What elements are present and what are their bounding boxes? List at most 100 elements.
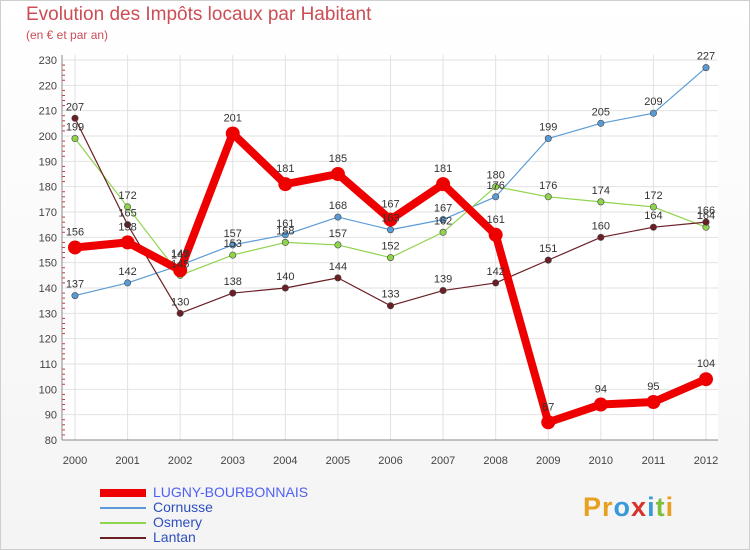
data-point: [649, 223, 657, 231]
data-point: [68, 240, 82, 255]
data-point: [544, 256, 552, 264]
x-tick-label: 2005: [326, 455, 350, 467]
legend-label: Cornusse: [153, 499, 213, 515]
data-label: 166: [697, 205, 715, 217]
legend-label: Osmery: [153, 514, 202, 530]
data-label: 167: [381, 199, 399, 211]
logo-letter: i: [665, 492, 675, 522]
logo-letter: P: [583, 492, 603, 522]
data-point: [439, 216, 447, 224]
legend-swatch: [100, 489, 146, 497]
data-label: 162: [434, 215, 452, 227]
data-label: 144: [329, 261, 347, 273]
legend-label: Lantan: [153, 529, 196, 545]
data-point: [281, 238, 289, 246]
y-tick-label: 190: [39, 156, 57, 168]
data-point: [386, 254, 394, 262]
data-label: 185: [329, 153, 347, 165]
y-tick-label: 100: [39, 384, 57, 396]
grid: [62, 55, 718, 441]
legend-swatch: [100, 507, 146, 509]
data-label: 205: [592, 106, 610, 118]
series-layer: [68, 64, 713, 430]
data-label: 207: [66, 101, 84, 113]
x-tick-label: 2002: [168, 455, 192, 467]
data-label: 209: [644, 96, 662, 108]
data-label: 201: [224, 112, 242, 124]
chart-subtitle: (en € et par an): [26, 28, 109, 42]
logo-letter: r: [602, 492, 614, 522]
data-label: 87: [542, 401, 554, 413]
data-point: [436, 177, 451, 192]
data-label: 172: [118, 190, 136, 202]
data-point: [173, 263, 188, 278]
data-label: 139: [434, 274, 452, 286]
data-label: 158: [118, 221, 136, 233]
data-point: [597, 119, 605, 127]
data-point: [120, 235, 135, 250]
data-label: 165: [118, 208, 136, 220]
data-label: 145: [171, 258, 189, 270]
y-tick-label: 230: [39, 55, 57, 67]
data-label: 160: [592, 220, 610, 232]
x-tick-label: 2008: [483, 455, 507, 467]
data-point: [699, 372, 713, 387]
x-tick-label: 2009: [536, 455, 560, 467]
data-point: [646, 395, 661, 409]
data-label: 181: [276, 163, 294, 175]
data-point: [383, 212, 398, 227]
data-point: [492, 183, 500, 191]
data-point: [124, 279, 132, 287]
data-point: [702, 64, 710, 72]
x-tick-label: 2012: [694, 455, 718, 467]
data-point: [597, 198, 605, 206]
y-tick-label: 80: [45, 435, 57, 447]
x-tick-label: 2004: [273, 455, 297, 467]
data-point: [439, 287, 447, 295]
data-label: 172: [644, 190, 662, 202]
data-point: [278, 177, 293, 192]
data-label: 133: [381, 289, 399, 301]
data-point: [492, 279, 500, 287]
data-label: 137: [66, 279, 84, 291]
data-label: 167: [434, 203, 452, 215]
logo-letter: o: [613, 492, 632, 522]
data-label: 152: [381, 241, 399, 253]
data-point: [124, 203, 132, 211]
data-label: 199: [539, 122, 557, 134]
data-point: [386, 226, 394, 234]
data-label: 140: [276, 271, 294, 283]
x-tick-label: 2001: [115, 455, 139, 467]
data-label: 168: [329, 200, 347, 212]
x-tick-label: 2006: [378, 455, 402, 467]
data-labels: 137 142 149 157 161 168 163 167 176 199 205 209 227 1…: [66, 51, 715, 414]
legend-swatch: [100, 522, 146, 524]
data-point: [649, 203, 657, 211]
data-label: 147: [171, 249, 189, 261]
data-point: [124, 221, 132, 229]
data-label: 149: [171, 248, 189, 260]
x-tick-label: 2010: [589, 455, 613, 467]
y-tick-label: 220: [39, 80, 57, 92]
data-point: [71, 292, 79, 300]
x-tick-label: 2000: [63, 455, 87, 467]
x-tick-label: 2003: [221, 455, 245, 467]
y-tick-label: 170: [39, 207, 57, 219]
data-label: 142: [118, 266, 136, 278]
data-point: [229, 289, 237, 297]
data-point: [330, 167, 345, 181]
data-label: 199: [66, 122, 84, 134]
data-point: [649, 109, 657, 117]
data-label: 151: [539, 243, 557, 255]
series-lantan: [71, 114, 710, 317]
data-label: 176: [539, 180, 557, 192]
logo-letter: x: [631, 492, 648, 522]
data-point: [71, 135, 79, 143]
y-tick-label: 140: [39, 283, 57, 295]
chart-title: Evolution des Impôts locaux par Habitant: [26, 4, 372, 25]
logo-letter: i: [647, 492, 656, 522]
data-point: [541, 415, 556, 430]
data-point: [488, 227, 503, 242]
data-label: 95: [647, 381, 659, 393]
